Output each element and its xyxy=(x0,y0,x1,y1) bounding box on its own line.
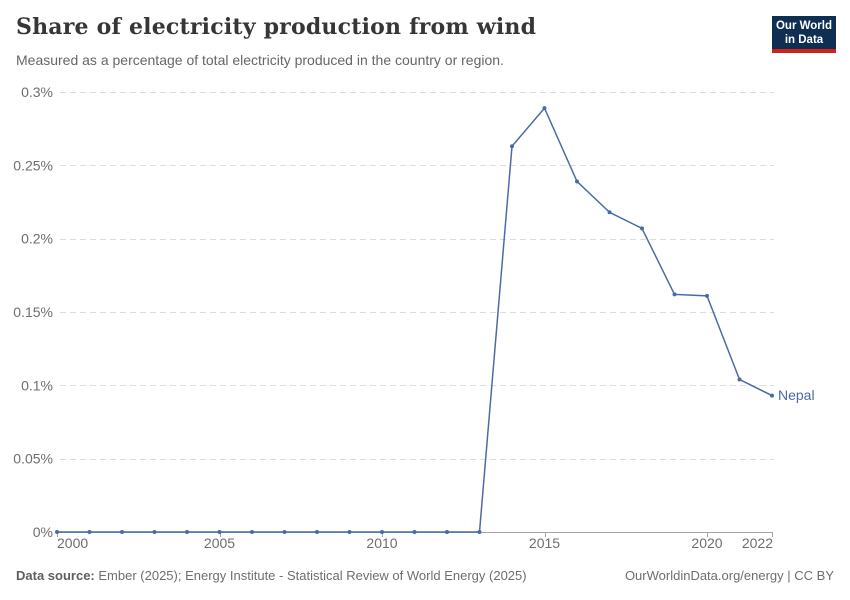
x-tick-label: 2020 xyxy=(691,535,722,551)
data-point[interactable] xyxy=(217,530,222,534)
data-point[interactable] xyxy=(477,530,482,534)
owid-logo[interactable]: Our World in Data xyxy=(772,16,836,53)
data-point[interactable] xyxy=(672,292,677,297)
data-point[interactable] xyxy=(282,530,287,534)
x-tick-label: 2010 xyxy=(366,535,397,551)
data-point[interactable] xyxy=(380,530,384,534)
owid-logo-line1: Our World xyxy=(775,20,832,32)
data-point[interactable] xyxy=(575,179,579,184)
data-point[interactable] xyxy=(315,530,319,534)
data-source-label: Data source: xyxy=(16,568,95,583)
data-point[interactable] xyxy=(607,210,612,215)
y-tick-label: 0.3% xyxy=(21,84,53,100)
y-tick-label: 0.25% xyxy=(13,157,53,173)
data-point[interactable] xyxy=(347,530,352,534)
y-tick-label: 0.15% xyxy=(13,304,53,320)
data-point[interactable] xyxy=(640,226,644,231)
license-link[interactable]: OurWorldinData.org/energy | CC BY xyxy=(624,568,834,583)
owid-logo-line2: in Data xyxy=(784,34,824,46)
data-point[interactable] xyxy=(185,530,189,534)
data-point[interactable] xyxy=(542,106,547,111)
data-source-note: Data source: Ember (2025); Energy Instit… xyxy=(16,568,527,583)
wind-share-line-chart[interactable]: 0% 0.05% 0.1% 0.15% 0.2% 0.25% 0.3% 2000 2005 201… xyxy=(0,80,850,562)
data-point[interactable] xyxy=(510,144,514,149)
data-point[interactable] xyxy=(120,530,124,534)
series-end-label[interactable]: Nepal xyxy=(778,387,815,403)
y-tick-label: 0% xyxy=(33,524,53,540)
data-point[interactable] xyxy=(445,530,449,534)
data-point[interactable] xyxy=(152,530,157,534)
data-source-text: Ember (2025); Energy Institute - Statist… xyxy=(98,568,527,583)
x-tick-label: 2022 xyxy=(742,535,773,551)
data-point[interactable] xyxy=(412,530,417,534)
y-tick-label: 0.2% xyxy=(21,231,53,247)
x-tick-label: 2015 xyxy=(529,535,560,551)
data-point[interactable] xyxy=(705,293,709,298)
series-line[interactable] xyxy=(56,107,773,533)
chart-subtitle: Measured as a percentage of total electr… xyxy=(16,52,504,68)
data-point[interactable] xyxy=(250,530,254,534)
data-point[interactable] xyxy=(55,530,59,534)
data-point[interactable] xyxy=(87,530,92,534)
y-tick-label: 0.1% xyxy=(21,377,53,393)
y-tick-label: 0.05% xyxy=(13,451,53,467)
data-point[interactable] xyxy=(770,393,774,398)
x-tick-label: 2000 xyxy=(57,535,88,551)
data-point[interactable] xyxy=(737,377,742,382)
x-tick-label: 2005 xyxy=(204,535,235,551)
page-title: Share of electricity production from win… xyxy=(16,14,537,40)
